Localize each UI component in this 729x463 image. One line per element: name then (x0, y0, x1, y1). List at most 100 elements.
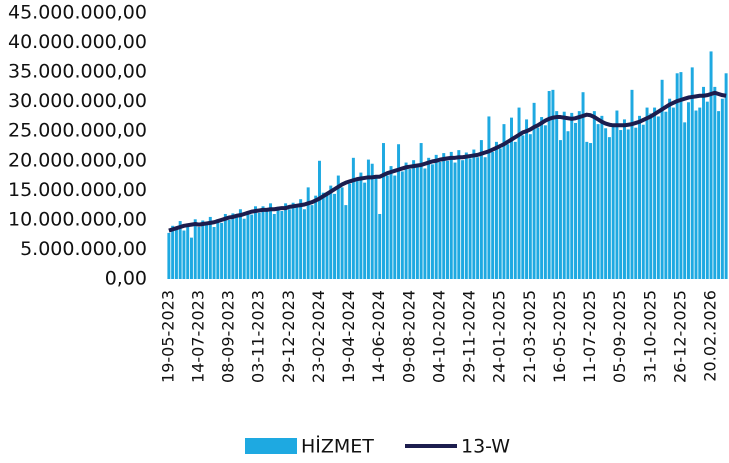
bar (510, 117, 513, 279)
bar (265, 211, 269, 279)
bar (517, 107, 521, 279)
bar (622, 119, 626, 280)
bar (408, 169, 412, 279)
bar (528, 134, 532, 279)
bar (385, 175, 389, 279)
bar (231, 213, 235, 279)
bar (212, 226, 216, 279)
y-tick-label: 45.000.000,00 (8, 2, 147, 24)
bar (446, 160, 449, 279)
legend-label: 13-W (461, 436, 510, 458)
bar (193, 219, 197, 279)
bar (668, 98, 672, 279)
bar (423, 168, 427, 279)
bar (412, 160, 416, 279)
bar (389, 166, 393, 279)
x-tick-label: 04-10-2024 (429, 290, 448, 383)
y-tick-label: 15.000.000,00 (8, 179, 147, 201)
bar (686, 102, 690, 279)
x-tick-label: 29-11-2024 (460, 290, 479, 383)
bar (355, 180, 359, 279)
bar (709, 51, 713, 279)
bar (287, 209, 291, 279)
bar (374, 178, 378, 279)
bar (235, 216, 239, 279)
bar (690, 67, 694, 279)
bar (415, 166, 419, 279)
bar (698, 107, 702, 279)
x-tick-label: 09-08-2024 (399, 290, 418, 383)
bar (638, 115, 642, 279)
bar (257, 212, 261, 279)
bar (540, 117, 544, 279)
legend-swatch (245, 438, 297, 454)
bar (543, 125, 547, 279)
bar (359, 172, 363, 279)
bar (491, 151, 495, 279)
bar (427, 157, 431, 279)
x-tick-label: 19-04-2024 (339, 290, 358, 383)
bar (442, 153, 446, 279)
bar (660, 79, 664, 279)
bar (261, 206, 265, 279)
bar (333, 193, 337, 279)
bar (306, 187, 310, 279)
x-tick-label: 03-11-2023 (249, 290, 268, 383)
bar (566, 131, 570, 279)
bar (453, 162, 457, 279)
bar (649, 113, 653, 279)
x-tick-label: 31-10-2025 (640, 290, 659, 383)
bar (551, 89, 555, 279)
bar (577, 111, 581, 279)
y-tick-label: 5.000.000,00 (20, 238, 147, 260)
bar (656, 116, 660, 279)
bar (653, 107, 657, 279)
bar (679, 72, 683, 279)
x-tick-label: 23-02-2024 (309, 290, 328, 383)
bar (220, 222, 224, 279)
bar (487, 116, 491, 279)
bar (683, 122, 687, 279)
bar (671, 107, 675, 279)
y-tick-label: 30.000.000,00 (8, 90, 147, 112)
bar (449, 151, 453, 279)
bar (171, 225, 175, 279)
bar (325, 195, 329, 279)
x-tick-label: 21-03-2025 (520, 290, 539, 383)
bar (555, 111, 559, 279)
bar (302, 209, 306, 279)
x-tick-label: 29-12-2023 (279, 290, 298, 383)
x-tick-label: 24-01-2025 (490, 290, 509, 383)
bar (607, 137, 611, 279)
bar (321, 192, 325, 279)
bar (532, 102, 536, 279)
bar (675, 73, 679, 279)
bar (167, 232, 171, 279)
bar (223, 213, 227, 279)
bar (438, 161, 442, 279)
bar (348, 183, 352, 279)
bar (238, 209, 242, 279)
bar (521, 135, 525, 279)
bar (242, 218, 246, 279)
bar (174, 229, 178, 279)
bar (269, 203, 273, 279)
bar (513, 141, 517, 279)
bar (295, 206, 299, 279)
bar (720, 98, 724, 279)
bar (205, 224, 209, 279)
bar (574, 122, 577, 280)
bar (363, 182, 367, 279)
x-tick-label: 19-05-2023 (158, 290, 177, 383)
bar (479, 140, 483, 279)
x-tick-label: 14-07-2023 (189, 290, 208, 383)
y-tick-label: 10.000.000,00 (8, 208, 147, 230)
bar (253, 206, 257, 279)
x-tick-label: 16-05-2025 (550, 290, 569, 383)
x-tick-label: 20.02.2026 (701, 290, 720, 382)
bar (641, 124, 645, 279)
bar (604, 128, 608, 279)
bar (589, 143, 593, 279)
bar (351, 157, 355, 279)
bar (570, 112, 574, 279)
